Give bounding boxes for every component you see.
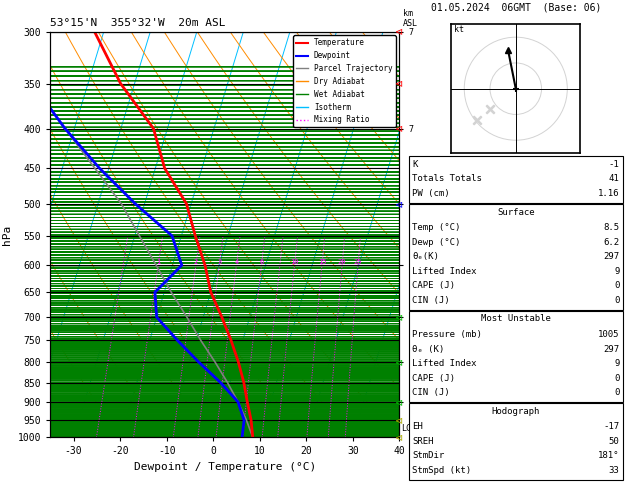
Text: θₑ(K): θₑ(K) xyxy=(412,252,439,261)
Text: 6.2: 6.2 xyxy=(603,238,620,247)
Text: 2: 2 xyxy=(194,259,198,265)
Text: θₑ (K): θₑ (K) xyxy=(412,345,444,354)
Text: -1: -1 xyxy=(609,160,620,169)
Text: Most Unstable: Most Unstable xyxy=(481,314,551,324)
Text: 0: 0 xyxy=(614,388,620,398)
Text: 0: 0 xyxy=(614,374,620,383)
Text: 3: 3 xyxy=(217,259,221,265)
Text: ⊲: ⊲ xyxy=(396,397,403,407)
Text: km
ASL: km ASL xyxy=(403,9,418,28)
Text: SREH: SREH xyxy=(412,437,433,446)
Text: 297: 297 xyxy=(603,252,620,261)
Text: LCL: LCL xyxy=(401,424,416,434)
Text: 1005: 1005 xyxy=(598,330,620,339)
Text: 4: 4 xyxy=(234,259,238,265)
Legend: Temperature, Dewpoint, Parcel Trajectory, Dry Adiabat, Wet Adiabat, Isotherm, Mi: Temperature, Dewpoint, Parcel Trajectory… xyxy=(293,35,396,127)
Text: CAPE (J): CAPE (J) xyxy=(412,281,455,291)
Text: ⊲: ⊲ xyxy=(396,27,403,36)
Text: CIN (J): CIN (J) xyxy=(412,388,450,398)
Text: 33: 33 xyxy=(609,466,620,475)
Text: 9: 9 xyxy=(614,359,620,368)
Text: ⊲: ⊲ xyxy=(396,123,403,134)
Text: ⊲: ⊲ xyxy=(396,415,403,425)
Text: Hodograph: Hodograph xyxy=(492,407,540,416)
Text: 297: 297 xyxy=(603,345,620,354)
Text: K: K xyxy=(412,160,418,169)
Text: Lifted Index: Lifted Index xyxy=(412,359,477,368)
Text: 0: 0 xyxy=(614,296,620,305)
Text: Pressure (mb): Pressure (mb) xyxy=(412,330,482,339)
Text: ⊲: ⊲ xyxy=(396,199,403,209)
Text: 8.5: 8.5 xyxy=(603,223,620,232)
Text: Dewp (°C): Dewp (°C) xyxy=(412,238,460,247)
X-axis label: Dewpoint / Temperature (°C): Dewpoint / Temperature (°C) xyxy=(134,462,316,472)
Text: 41: 41 xyxy=(609,174,620,184)
Text: 01.05.2024  06GMT  (Base: 06): 01.05.2024 06GMT (Base: 06) xyxy=(431,2,601,12)
Text: -17: -17 xyxy=(603,422,620,432)
Text: 0: 0 xyxy=(614,281,620,291)
Text: ⊲: ⊲ xyxy=(396,433,403,442)
Text: kt: kt xyxy=(454,25,464,34)
Text: 181°: 181° xyxy=(598,451,620,461)
Text: 15: 15 xyxy=(318,259,326,265)
Text: 6: 6 xyxy=(259,259,264,265)
Text: Mixing Ratio (g/kg): Mixing Ratio (g/kg) xyxy=(422,187,431,282)
Text: StmSpd (kt): StmSpd (kt) xyxy=(412,466,471,475)
Text: 25: 25 xyxy=(353,259,362,265)
Text: 10: 10 xyxy=(290,259,299,265)
Text: Totals Totals: Totals Totals xyxy=(412,174,482,184)
Text: StmDir: StmDir xyxy=(412,451,444,461)
Text: Lifted Index: Lifted Index xyxy=(412,267,477,276)
Text: CAPE (J): CAPE (J) xyxy=(412,374,455,383)
Text: 50: 50 xyxy=(609,437,620,446)
Text: 1: 1 xyxy=(156,259,160,265)
Text: Temp (°C): Temp (°C) xyxy=(412,223,460,232)
Text: ⊲: ⊲ xyxy=(396,357,403,367)
Text: Surface: Surface xyxy=(497,208,535,217)
Text: CIN (J): CIN (J) xyxy=(412,296,450,305)
Text: 20: 20 xyxy=(338,259,347,265)
Text: ⊲: ⊲ xyxy=(396,79,403,88)
Text: 1.16: 1.16 xyxy=(598,189,620,198)
Text: EH: EH xyxy=(412,422,423,432)
Text: ⊲: ⊲ xyxy=(396,312,403,322)
Y-axis label: hPa: hPa xyxy=(3,225,12,244)
Text: 9: 9 xyxy=(614,267,620,276)
Text: PW (cm): PW (cm) xyxy=(412,189,450,198)
Text: 53°15'N  355°32'W  20m ASL: 53°15'N 355°32'W 20m ASL xyxy=(50,18,226,28)
